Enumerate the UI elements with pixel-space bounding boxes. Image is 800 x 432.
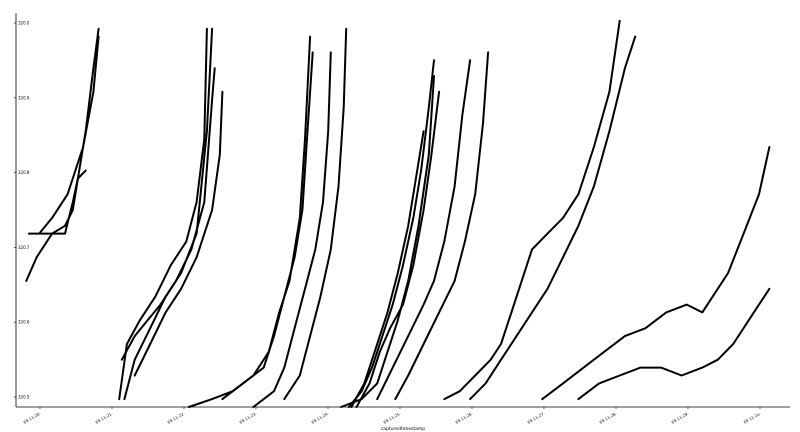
series-line-11 [283,27,348,401]
x-tick-label-3: 09 11:22 [167,411,185,425]
x-tick-label-7: 09 11:26 [455,411,473,425]
y-tick-label-4: 320.7 [18,245,30,250]
series-group [25,19,771,408]
series-line-19 [469,35,637,401]
y-tick-label-5: 320.6 [18,320,30,325]
x-tick-label-6: 09 11:25 [383,411,401,425]
x-tick-label-4: 09 11:23 [239,411,257,425]
x-tick-label-8: 09 11:27 [527,411,545,425]
series-line-12 [340,75,435,408]
y-tick-label-1: 320.0 [18,21,30,26]
series-line-4 [118,27,208,401]
x-tick-label-2: 09 11:21 [95,411,113,425]
series-line-9 [221,51,314,401]
series-line-1 [25,27,100,282]
y-tick-label-6: 320.5 [18,395,30,400]
x-tick-label-11: 09 11:2a [743,411,761,425]
series-line-2 [27,169,87,235]
series-line-17 [394,51,490,401]
series-line-8 [187,35,312,408]
y-tick-label-2: 320.9 [18,95,30,100]
x-axis-label: capturedtimestamp [381,426,425,432]
x-tick-label-9: 09 11:28 [599,411,617,425]
series-line-21 [577,287,771,401]
series-line-18 [443,19,621,401]
series-line-14 [350,130,425,408]
series-line-20 [541,146,771,401]
series-line-13 [347,59,435,408]
series-line-6 [120,67,216,361]
tick-group: 320.0 320.9 320.8 320.7 320.6 320.5 09 11:20 09… [14,21,761,425]
series-line-5 [123,27,214,401]
series-line-3 [38,35,100,235]
series-line-7 [133,90,224,377]
y-tick-label-3: 320.8 [18,170,30,175]
x-tick-label-10: 09 11:29 [671,411,689,425]
x-tick-label-1: 09 11:20 [23,411,41,425]
series-line-10 [252,51,332,408]
series-line-15 [355,90,441,408]
x-tick-label-5: 09 11:24 [311,411,329,425]
axes [15,13,790,408]
series-line-16 [376,59,472,401]
